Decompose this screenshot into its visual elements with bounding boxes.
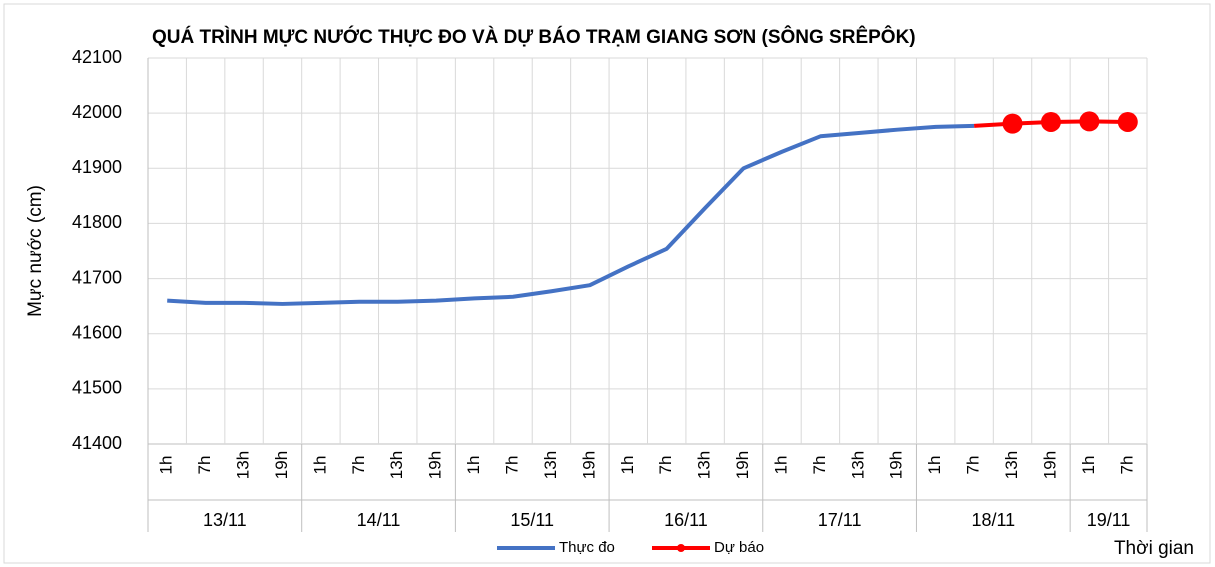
y-tick-label: 41500 bbox=[72, 378, 122, 398]
group-label: 17/11 bbox=[818, 510, 862, 530]
x-tick-label: 13h bbox=[541, 451, 560, 479]
x-tick-label: 13h bbox=[1002, 451, 1021, 479]
x-tick-label: 1h bbox=[618, 456, 637, 475]
point-marker bbox=[1002, 113, 1023, 134]
x-tick-label: 7h bbox=[349, 456, 368, 475]
x-tick-label: 7h bbox=[1117, 456, 1136, 475]
x-tick-label: 7h bbox=[656, 456, 675, 475]
group-label: 16/11 bbox=[664, 510, 708, 530]
y-axis-title: Mực nước (cm) bbox=[25, 185, 46, 317]
legend-marker bbox=[677, 544, 685, 552]
x-tick-label: 1h bbox=[925, 456, 944, 475]
x-tick-label: 7h bbox=[195, 456, 214, 475]
group-label: 18/11 bbox=[971, 510, 1015, 530]
y-tick-label: 41900 bbox=[72, 157, 122, 177]
x-axis-title: Thời gian bbox=[1114, 538, 1194, 559]
y-tick-label: 42100 bbox=[72, 47, 122, 67]
chart-title: QUÁ TRÌNH MỰC NƯỚC THỰC ĐO VÀ DỰ BÁO TRẠ… bbox=[152, 26, 916, 48]
y-tick-label: 41700 bbox=[72, 267, 122, 287]
y-tick-label: 41800 bbox=[72, 212, 122, 232]
x-tick-label: 19h bbox=[272, 451, 291, 479]
x-tick-label: 1h bbox=[1079, 456, 1098, 475]
series-line bbox=[1012, 119, 1128, 126]
x-tick-label: 7h bbox=[503, 456, 522, 475]
chart-frame bbox=[3, 3, 1211, 564]
x-tick-label: 19h bbox=[579, 451, 598, 479]
y-tick-label: 42000 bbox=[72, 102, 122, 122]
series-line bbox=[167, 123, 975, 306]
group-label: 14/11 bbox=[357, 510, 401, 530]
group-label: 19/11 bbox=[1087, 510, 1131, 530]
x-tick-label: 1h bbox=[771, 456, 790, 475]
x-tick-label: 13h bbox=[848, 451, 867, 479]
x-tick-label: 1h bbox=[310, 456, 329, 475]
x-tick-label: 19h bbox=[426, 451, 445, 479]
x-tick-label: 13h bbox=[695, 451, 714, 479]
x-tick-label: 7h bbox=[810, 456, 829, 475]
x-tick-label: 13h bbox=[387, 451, 406, 479]
group-label: 13/11 bbox=[203, 510, 247, 530]
x-tick-label: 13h bbox=[234, 451, 253, 479]
x-tick-label: 19h bbox=[733, 451, 752, 479]
point-marker bbox=[1117, 111, 1138, 132]
x-tick-label: 19h bbox=[1040, 451, 1059, 479]
legend-label: Dự báo bbox=[714, 539, 764, 556]
x-tick-label: 1h bbox=[464, 456, 483, 475]
x-tick-label: 19h bbox=[887, 451, 906, 479]
group-label: 15/11 bbox=[510, 510, 554, 530]
y-tick-label: 41600 bbox=[72, 322, 122, 342]
point-marker bbox=[1040, 111, 1061, 132]
x-tick-label: 1h bbox=[157, 456, 176, 475]
point-marker bbox=[1079, 111, 1100, 132]
x-tick-label: 7h bbox=[964, 456, 983, 475]
legend-label: Thực đo bbox=[559, 539, 615, 556]
y-tick-label: 41400 bbox=[72, 433, 122, 453]
